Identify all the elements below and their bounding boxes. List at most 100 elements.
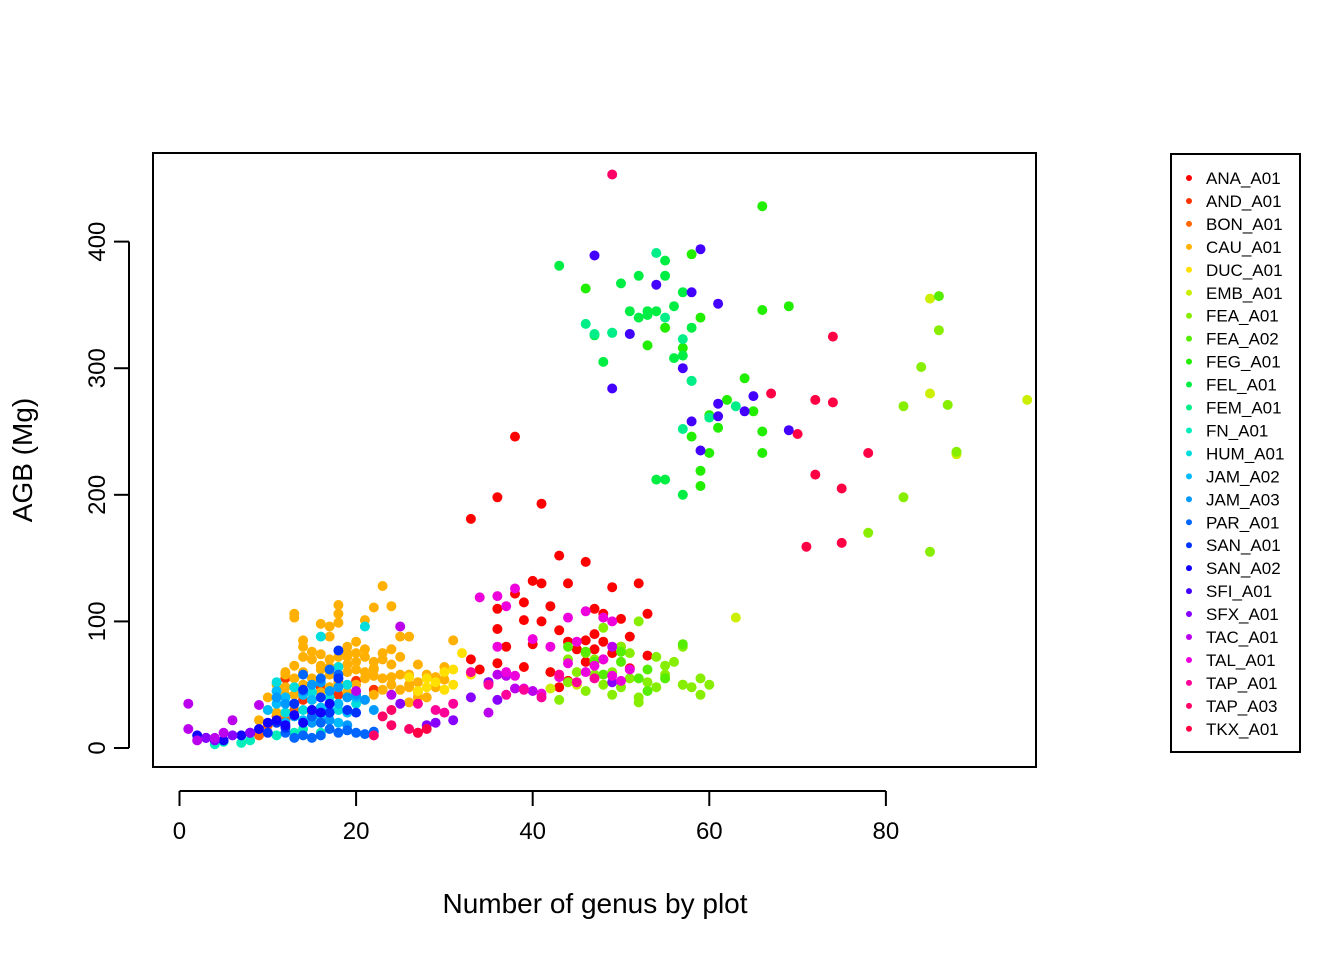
data-point	[501, 641, 512, 652]
data-point	[333, 617, 344, 628]
data-point	[669, 656, 679, 667]
data-point	[598, 654, 609, 665]
data-point	[589, 603, 600, 614]
data-point	[651, 306, 662, 317]
legend-label: SAN_A01	[1206, 536, 1281, 555]
data-point	[298, 730, 309, 741]
data-point	[289, 608, 300, 619]
data-point	[421, 724, 432, 734]
legend-marker	[1186, 289, 1192, 296]
data-point	[545, 601, 556, 612]
data-point	[439, 684, 450, 695]
data-point	[377, 711, 388, 722]
data-point	[748, 391, 759, 402]
legend-marker	[1186, 725, 1192, 732]
data-point	[324, 621, 335, 632]
data-point	[386, 689, 397, 700]
data-point	[201, 732, 211, 743]
data-point	[660, 660, 671, 671]
legend-marker	[1186, 679, 1192, 686]
data-point	[227, 730, 238, 741]
legend-label: SAN_A02	[1206, 559, 1281, 578]
data-point	[545, 641, 556, 652]
data-point	[713, 398, 724, 409]
data-point	[254, 700, 264, 710]
legend-label: ANA_A01	[1206, 169, 1281, 188]
data-point	[633, 578, 644, 589]
data-point	[695, 673, 706, 684]
data-point	[183, 724, 194, 734]
data-point	[351, 686, 362, 696]
data-point	[792, 429, 803, 439]
data-point	[271, 677, 282, 688]
data-point	[368, 602, 379, 613]
data-point	[412, 677, 423, 688]
data-point	[563, 641, 573, 652]
points-layer	[183, 169, 1033, 750]
data-point	[315, 717, 326, 728]
legend-item-SFX_A01: SFX_A01	[1186, 605, 1279, 624]
data-point	[492, 641, 503, 652]
data-point	[289, 660, 300, 671]
data-point	[598, 356, 609, 367]
data-point	[501, 667, 512, 678]
data-point	[580, 283, 591, 294]
data-point	[677, 363, 688, 374]
data-point	[827, 397, 838, 408]
data-point	[298, 684, 309, 695]
legend-marker	[1186, 702, 1192, 709]
data-point	[492, 492, 503, 503]
data-point	[563, 612, 573, 623]
data-point	[430, 677, 441, 688]
legend-label: FEA_A02	[1206, 330, 1279, 349]
data-point	[933, 325, 944, 336]
data-point	[465, 667, 476, 678]
data-point	[730, 612, 741, 623]
data-point	[439, 674, 450, 685]
data-point	[386, 644, 397, 655]
legend-item-CAU_A01: CAU_A01	[1186, 238, 1282, 257]
y-tick-label: 400	[84, 222, 111, 262]
data-point	[298, 717, 309, 728]
data-point	[545, 683, 556, 694]
data-point	[324, 698, 335, 709]
legend-item-TAC_A01: TAC_A01	[1186, 628, 1278, 647]
data-point	[298, 641, 309, 652]
data-point	[421, 673, 432, 684]
data-point	[898, 401, 909, 412]
data-point	[351, 648, 362, 659]
data-point	[536, 498, 547, 509]
data-point	[580, 556, 591, 567]
data-point	[289, 682, 300, 693]
data-point	[315, 631, 326, 642]
data-point	[827, 331, 838, 342]
data-point	[730, 401, 741, 412]
legend-item-AND_A01: AND_A01	[1186, 192, 1282, 211]
data-point	[333, 645, 344, 656]
data-point	[510, 683, 520, 694]
data-point	[677, 639, 688, 650]
data-point	[306, 679, 317, 690]
data-point	[510, 431, 520, 442]
data-point	[448, 715, 459, 726]
legend-label: CAU_A01	[1206, 238, 1282, 257]
data-point	[695, 445, 706, 456]
series-TKX_A01	[412, 331, 874, 738]
data-point	[386, 679, 397, 690]
data-point	[722, 394, 732, 405]
legend-marker	[1186, 404, 1192, 411]
data-point	[686, 682, 697, 693]
series-FEL_A01	[554, 255, 697, 500]
data-point	[218, 735, 229, 746]
data-point	[377, 654, 388, 665]
data-point	[642, 650, 653, 661]
data-point	[421, 692, 432, 703]
data-point	[686, 416, 697, 427]
legend-marker	[1186, 588, 1192, 595]
data-point	[359, 729, 370, 740]
data-point	[492, 603, 503, 614]
data-point	[518, 615, 529, 626]
legend-label: HUM_A01	[1206, 444, 1284, 463]
legend-item-FEL_A01: FEL_A01	[1186, 376, 1277, 395]
legend-label: FEM_A01	[1206, 399, 1282, 418]
